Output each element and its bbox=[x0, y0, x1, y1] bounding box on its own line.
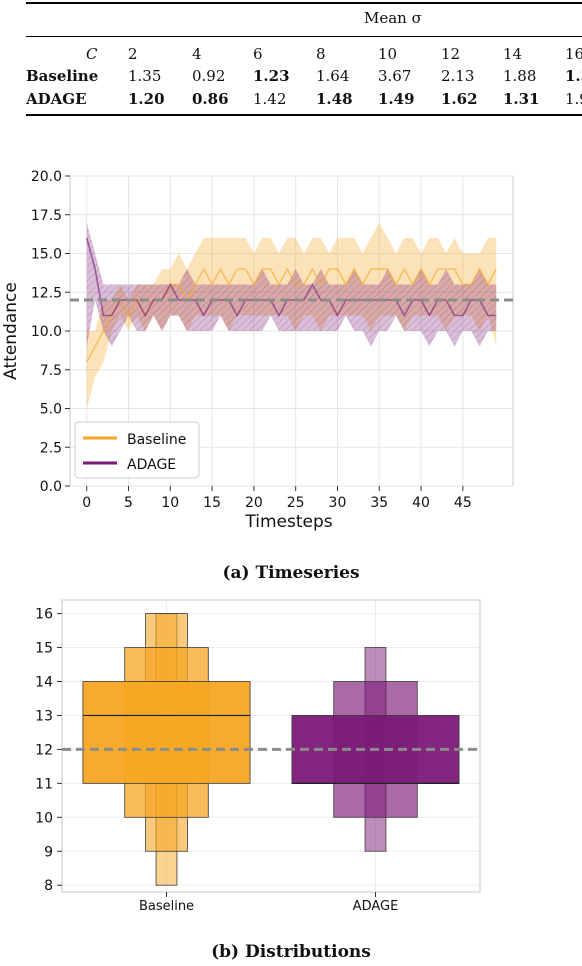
table-cell: 1.20 bbox=[128, 90, 165, 108]
table-row-name: Baseline bbox=[26, 67, 99, 85]
baseline-series-line bbox=[86, 267, 497, 363]
table-cell: 1.48 bbox=[316, 90, 353, 108]
y-tick-label: 17.5 bbox=[31, 208, 62, 224]
baseline-box-level bbox=[82, 681, 251, 784]
y-tick-label: 20.0 bbox=[31, 169, 62, 185]
table-col-header: 10 bbox=[378, 45, 398, 63]
baseline-box-level bbox=[155, 613, 178, 886]
adage-series-line bbox=[85, 237, 497, 318]
y-tick-label: 12.5 bbox=[31, 285, 62, 301]
table-cell: 1.49 bbox=[378, 90, 415, 108]
table-cell: 1.31 bbox=[503, 90, 540, 108]
distributions-plot-area bbox=[61, 599, 481, 893]
table-cell: 1.3 bbox=[565, 67, 582, 85]
x-tick-label: 40 bbox=[412, 495, 430, 511]
x-tick-label: ADAGE bbox=[353, 899, 399, 914]
table-col-header: 2 bbox=[128, 45, 138, 63]
table-cell: 1.42 bbox=[253, 90, 287, 108]
y-tick-label: 5.0 bbox=[40, 402, 62, 418]
y-tick-label: 7.5 bbox=[40, 363, 62, 379]
baseline-box-level bbox=[145, 613, 188, 852]
y-tick-label: 14 bbox=[35, 674, 53, 690]
table-col-header: 12 bbox=[441, 45, 461, 63]
timeseries-plot-area bbox=[69, 175, 514, 487]
table-col-header: 16 bbox=[565, 45, 582, 63]
x-tick-label: 30 bbox=[329, 495, 347, 511]
x-tick-label: 15 bbox=[203, 495, 221, 511]
adage-band bbox=[86, 222, 497, 347]
table-col-header: 8 bbox=[316, 45, 326, 63]
table-header: Mean σ bbox=[364, 9, 422, 27]
table-cell: 1.64 bbox=[316, 67, 350, 85]
y-tick-label: 12 bbox=[35, 742, 53, 758]
x-tick-label: 10 bbox=[161, 495, 179, 511]
y-tick-label: 9 bbox=[44, 844, 53, 860]
table-row-name: ADAGE bbox=[26, 90, 87, 108]
table-cell: 3.67 bbox=[378, 67, 412, 85]
table-col-header: 6 bbox=[253, 45, 263, 63]
table-bottom-rule bbox=[26, 114, 582, 116]
y-tick-label: 2.5 bbox=[40, 440, 62, 456]
caption-timeseries: (a) Timeseries bbox=[222, 563, 360, 583]
baseline-box-level bbox=[124, 647, 209, 818]
y-tick-label: 10.0 bbox=[31, 324, 62, 340]
x-axis-label: Timesteps bbox=[244, 512, 332, 532]
adage-box-level bbox=[364, 647, 387, 852]
table-cell: 0.92 bbox=[192, 67, 226, 85]
caption-distributions: (b) Distributions bbox=[211, 942, 371, 962]
mean-sigma-table: Mean σ C 2 4 6 8 10 12 14 16 Baseline 1.… bbox=[0, 0, 582, 118]
y-tick-label: 13 bbox=[35, 708, 53, 724]
table-top-rule bbox=[26, 2, 582, 4]
adage-box-level bbox=[291, 715, 460, 784]
legend-box bbox=[74, 421, 200, 479]
table-mid-rule bbox=[26, 36, 582, 37]
x-tick-label: 0 bbox=[82, 495, 91, 511]
table-cell: 0.86 bbox=[192, 90, 229, 108]
legend: Baseline ADAGE bbox=[74, 421, 200, 479]
x-tick-label: 45 bbox=[454, 495, 472, 511]
x-tick-label: 5 bbox=[124, 495, 133, 511]
y-tick-label: 15.0 bbox=[31, 247, 62, 263]
x-tick-label: 25 bbox=[287, 495, 305, 511]
y-tick-label: 11 bbox=[35, 776, 53, 792]
table-col-header: 4 bbox=[192, 45, 202, 63]
legend-label-baseline: Baseline bbox=[127, 432, 186, 448]
baseline-band bbox=[86, 222, 497, 409]
y-tick-label: 16 bbox=[35, 607, 53, 623]
y-tick-label: 10 bbox=[35, 810, 53, 826]
table-c-label: C bbox=[86, 45, 98, 63]
table-cell: 2.13 bbox=[441, 67, 475, 85]
y-axis-label: Attendance bbox=[1, 282, 21, 380]
x-tick-label: 35 bbox=[370, 495, 388, 511]
table-cell: 1.88 bbox=[503, 67, 537, 85]
y-tick-label: 0.0 bbox=[40, 479, 62, 495]
table-col-header: 14 bbox=[503, 45, 523, 63]
x-tick-label: 20 bbox=[245, 495, 263, 511]
x-tick-label: Baseline bbox=[139, 899, 194, 914]
y-tick-label: 15 bbox=[35, 641, 53, 657]
table-cell: 1.35 bbox=[128, 67, 162, 85]
table-cell: 1.9 bbox=[565, 90, 582, 108]
y-tick-label: 8 bbox=[44, 878, 53, 894]
adage-band-hatch bbox=[86, 222, 497, 347]
adage-box-level bbox=[333, 681, 418, 818]
table-cell: 1.62 bbox=[441, 90, 478, 108]
table-cell: 1.23 bbox=[253, 67, 290, 85]
legend-label-adage: ADAGE bbox=[127, 457, 176, 473]
